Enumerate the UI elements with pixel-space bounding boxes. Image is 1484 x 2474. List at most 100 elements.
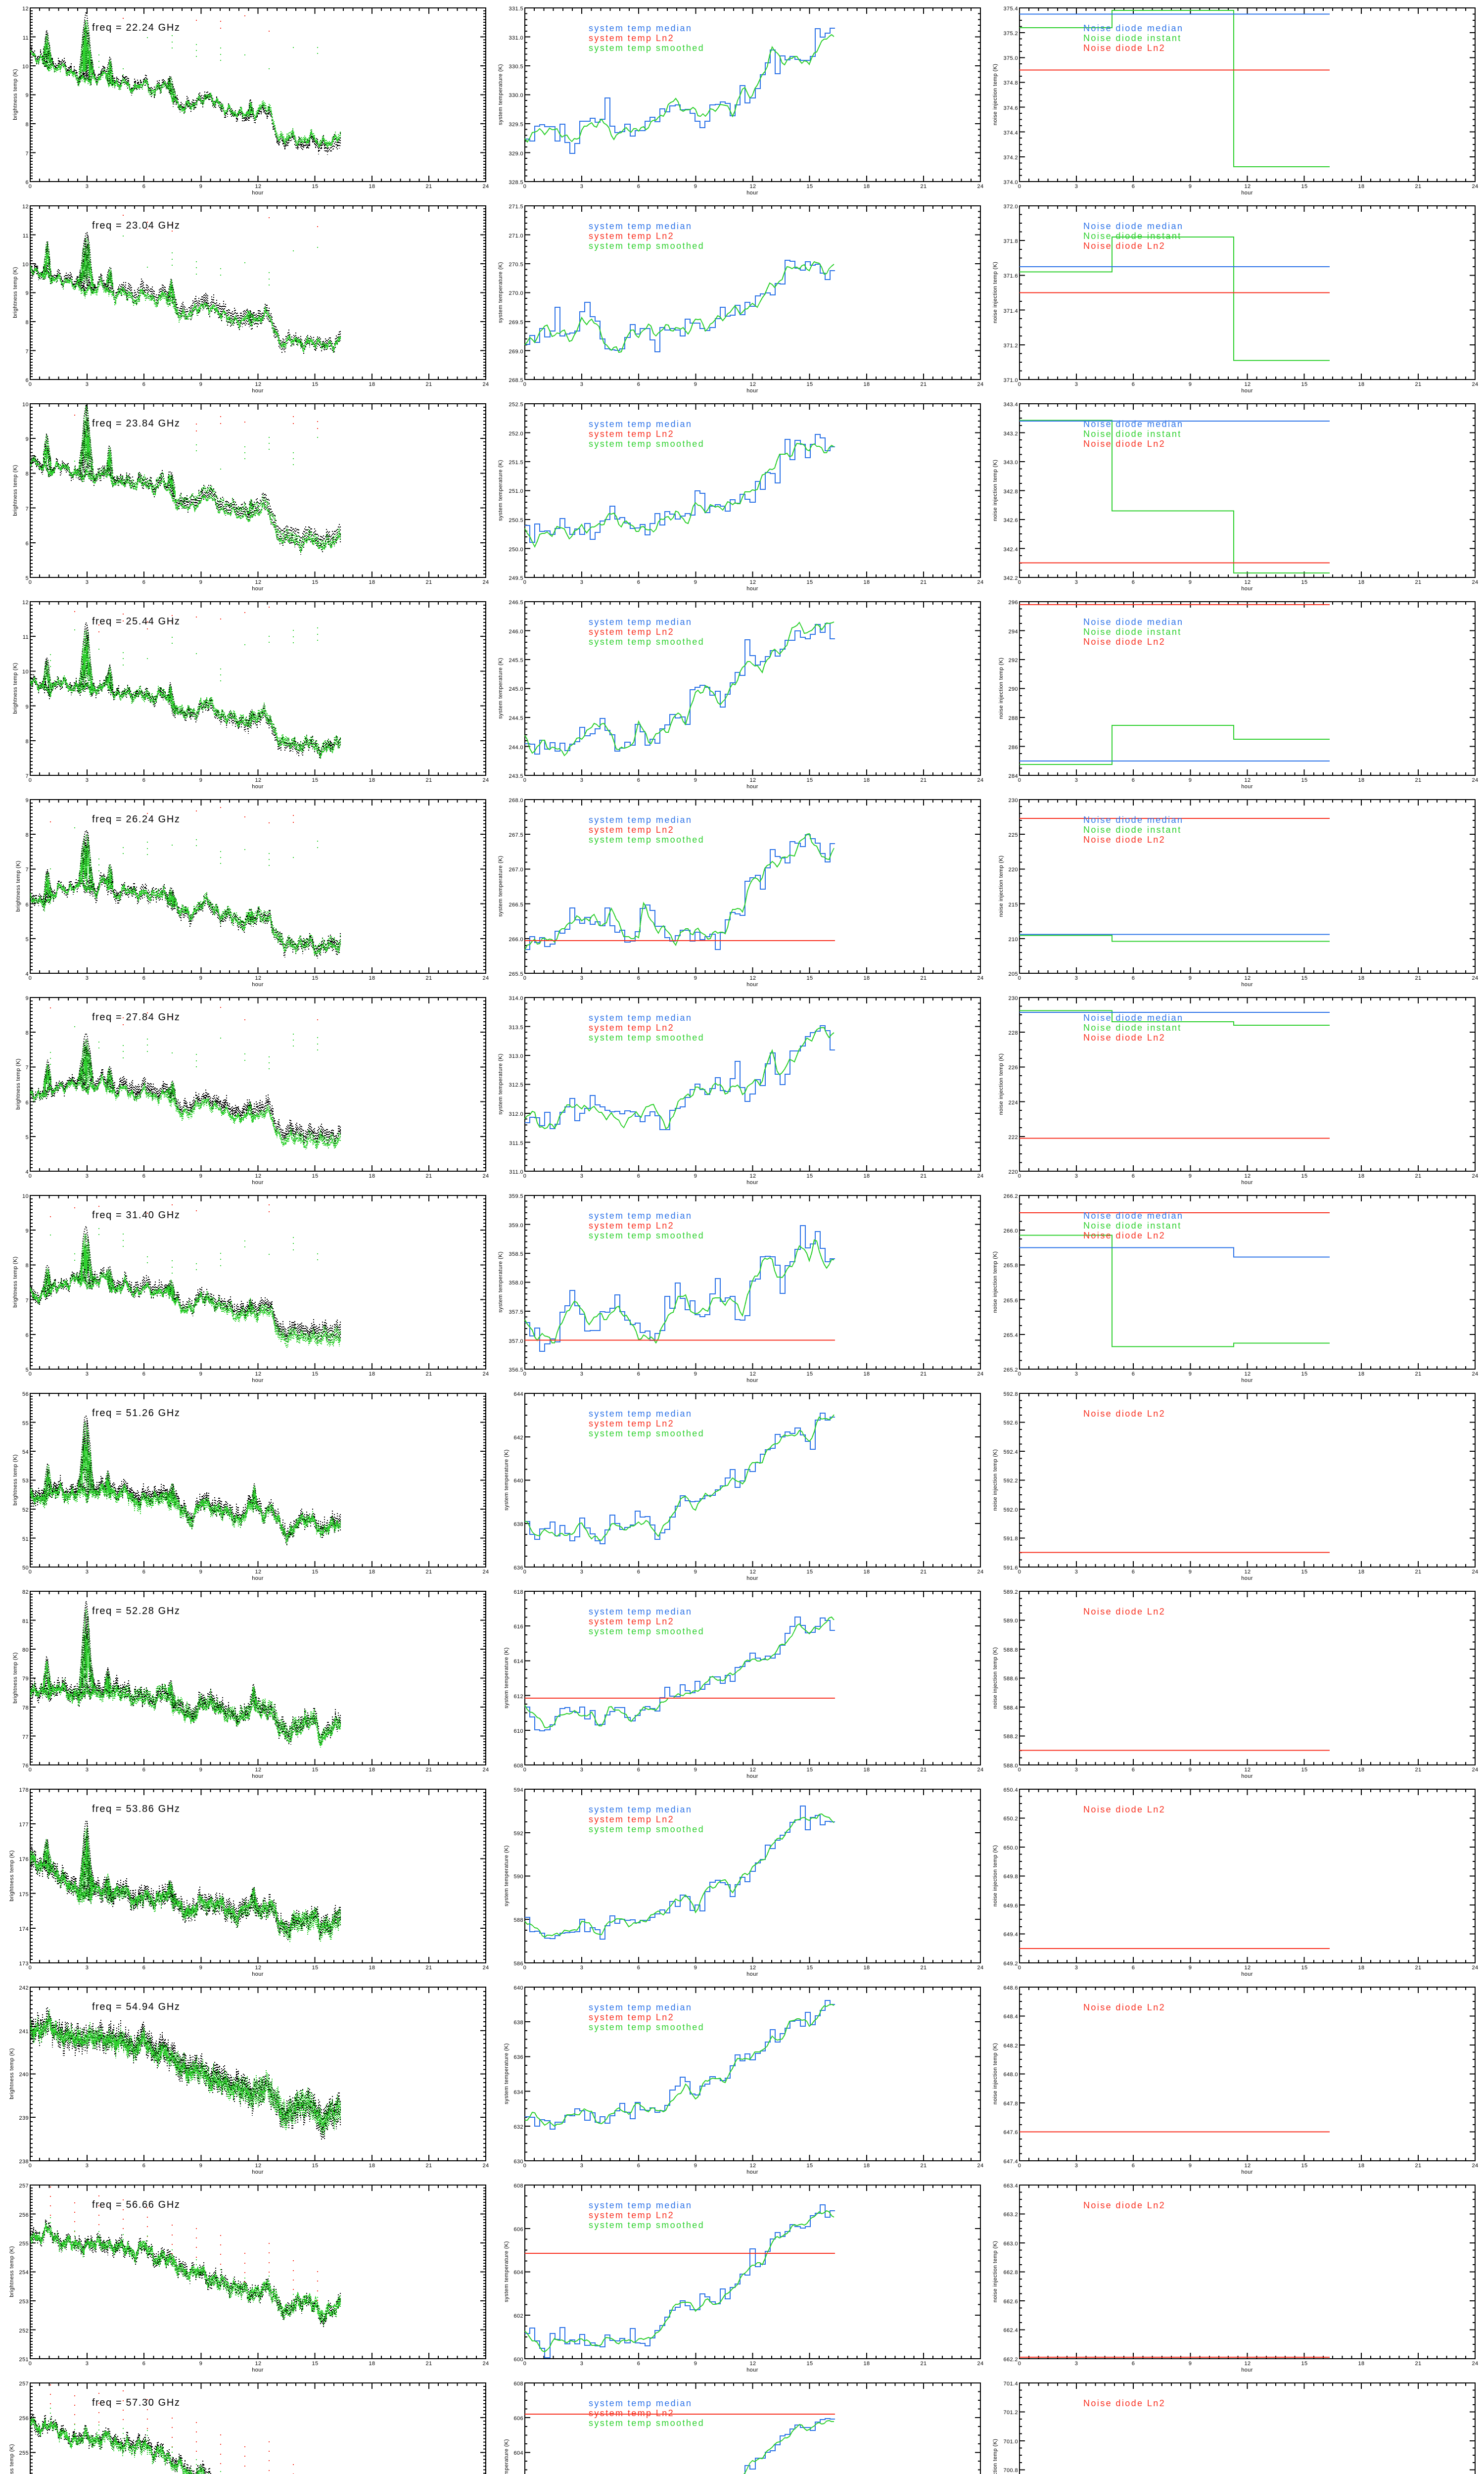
svg-text:system temp Ln2: system temp Ln2 (589, 33, 674, 43)
svg-text:210: 210 (1008, 937, 1018, 943)
svg-text:604: 604 (513, 2450, 523, 2456)
svg-text:Noise diode Ln2: Noise diode Ln2 (1083, 1607, 1165, 1617)
svg-text:system temp median: system temp median (589, 419, 692, 429)
svg-text:245.0: 245.0 (509, 686, 523, 692)
svg-text:648.2: 648.2 (1003, 2043, 1018, 2049)
svg-text:15: 15 (806, 1767, 813, 1773)
svg-text:9: 9 (199, 2361, 203, 2367)
svg-text:372.0: 372.0 (1003, 204, 1018, 210)
svg-text:system temp median: system temp median (589, 1013, 692, 1023)
svg-text:hour: hour (746, 1575, 758, 1581)
svg-text:noise injection temp (K): noise injection temp (K) (992, 1647, 998, 1709)
svg-text:hour: hour (1241, 1575, 1253, 1581)
svg-text:system temp Ln2: system temp Ln2 (589, 825, 674, 835)
svg-text:brightness temp (K): brightness temp (K) (9, 2048, 15, 2099)
svg-text:662.2: 662.2 (1003, 2357, 1018, 2363)
svg-text:53: 53 (22, 1478, 29, 1484)
svg-text:246.5: 246.5 (509, 600, 523, 606)
svg-text:12: 12 (255, 2361, 261, 2367)
svg-text:freq = 25.44 GHz: freq = 25.44 GHz (92, 616, 180, 627)
svg-text:15: 15 (312, 1767, 318, 1773)
svg-text:hour: hour (746, 586, 758, 592)
svg-text:9: 9 (694, 2163, 697, 2169)
svg-text:21: 21 (425, 1569, 432, 1575)
svg-text:215: 215 (1008, 902, 1018, 908)
svg-text:3: 3 (1075, 975, 1078, 981)
svg-text:system temp smoothed: system temp smoothed (589, 2220, 704, 2230)
svg-text:system temperature (K): system temperature (K) (498, 1053, 504, 1115)
svg-text:0: 0 (523, 777, 527, 783)
svg-text:9: 9 (694, 1371, 697, 1377)
svg-text:15: 15 (312, 1173, 318, 1179)
svg-text:21: 21 (920, 2163, 927, 2169)
svg-text:24: 24 (1472, 1371, 1478, 1377)
svg-text:12: 12 (1244, 381, 1251, 387)
svg-text:343.2: 343.2 (1003, 431, 1018, 437)
svg-text:21: 21 (920, 2361, 927, 2367)
svg-text:586: 586 (513, 1961, 523, 1967)
svg-text:15: 15 (1301, 381, 1307, 387)
svg-text:7: 7 (25, 1065, 29, 1071)
svg-text:663.2: 663.2 (1003, 2212, 1018, 2218)
svg-text:hour: hour (746, 784, 758, 790)
svg-text:noise injection temp (K): noise injection temp (K) (992, 262, 998, 324)
svg-text:175: 175 (19, 1892, 29, 1898)
svg-text:21: 21 (1415, 2361, 1421, 2367)
svg-text:6: 6 (1132, 777, 1135, 783)
svg-text:6: 6 (637, 1173, 641, 1179)
svg-text:15: 15 (312, 2163, 318, 2169)
svg-text:8: 8 (25, 739, 29, 745)
svg-text:noise injection temp (K): noise injection temp (K) (992, 1845, 998, 1907)
svg-text:15: 15 (806, 184, 813, 190)
svg-text:12: 12 (1244, 1767, 1251, 1773)
svg-text:24: 24 (482, 1767, 489, 1773)
svg-text:15: 15 (806, 381, 813, 387)
svg-text:0: 0 (523, 1371, 527, 1377)
svg-text:21: 21 (425, 1173, 432, 1179)
svg-text:24: 24 (977, 1965, 983, 1971)
svg-text:18: 18 (369, 1173, 375, 1179)
svg-text:Noise diode instant: Noise diode instant (1083, 825, 1182, 835)
svg-text:178: 178 (19, 1787, 29, 1793)
svg-text:18: 18 (863, 2163, 870, 2169)
svg-text:15: 15 (1301, 2361, 1307, 2367)
svg-text:700.8: 700.8 (1003, 2468, 1018, 2474)
svg-text:6: 6 (142, 381, 146, 387)
svg-text:24: 24 (1472, 777, 1478, 783)
svg-text:220: 220 (1008, 1169, 1018, 1175)
svg-text:system temp smoothed: system temp smoothed (589, 835, 704, 845)
svg-text:system temp median: system temp median (589, 1805, 692, 1814)
svg-text:290: 290 (1008, 686, 1018, 692)
svg-text:284: 284 (1008, 773, 1018, 779)
svg-text:242: 242 (19, 1985, 29, 1991)
svg-text:system temp Ln2: system temp Ln2 (589, 2408, 674, 2418)
svg-text:18: 18 (1358, 1767, 1364, 1773)
svg-text:9: 9 (25, 290, 29, 296)
svg-text:588.4: 588.4 (1003, 1705, 1018, 1711)
svg-text:system temp smoothed: system temp smoothed (589, 1626, 704, 1636)
svg-text:6: 6 (1132, 975, 1135, 981)
svg-text:356.5: 356.5 (509, 1367, 523, 1373)
svg-text:9: 9 (1189, 1767, 1192, 1773)
svg-text:357.0: 357.0 (509, 1338, 523, 1344)
svg-text:freq = 23.04 GHz: freq = 23.04 GHz (92, 220, 180, 231)
svg-text:hour: hour (746, 2367, 758, 2373)
svg-text:freq = 57.30 GHz: freq = 57.30 GHz (92, 2397, 180, 2408)
svg-text:21: 21 (425, 579, 432, 585)
svg-text:18: 18 (369, 1569, 375, 1575)
svg-text:0: 0 (1018, 184, 1021, 190)
svg-text:system temperature (K): system temperature (K) (504, 2043, 510, 2104)
svg-text:21: 21 (425, 1767, 432, 1773)
svg-text:12: 12 (1244, 1965, 1251, 1971)
svg-text:system temperature (K): system temperature (K) (504, 1845, 510, 1906)
svg-text:Noise diode Ln2: Noise diode Ln2 (1083, 835, 1165, 845)
svg-text:12: 12 (22, 600, 29, 606)
svg-text:hour: hour (1241, 784, 1253, 790)
svg-text:21: 21 (1415, 1173, 1421, 1179)
svg-text:8: 8 (25, 832, 29, 838)
svg-text:0: 0 (29, 2361, 32, 2367)
svg-text:3: 3 (86, 975, 89, 981)
svg-text:21: 21 (920, 975, 927, 981)
svg-text:11: 11 (23, 233, 29, 239)
svg-text:24: 24 (1472, 1569, 1478, 1575)
